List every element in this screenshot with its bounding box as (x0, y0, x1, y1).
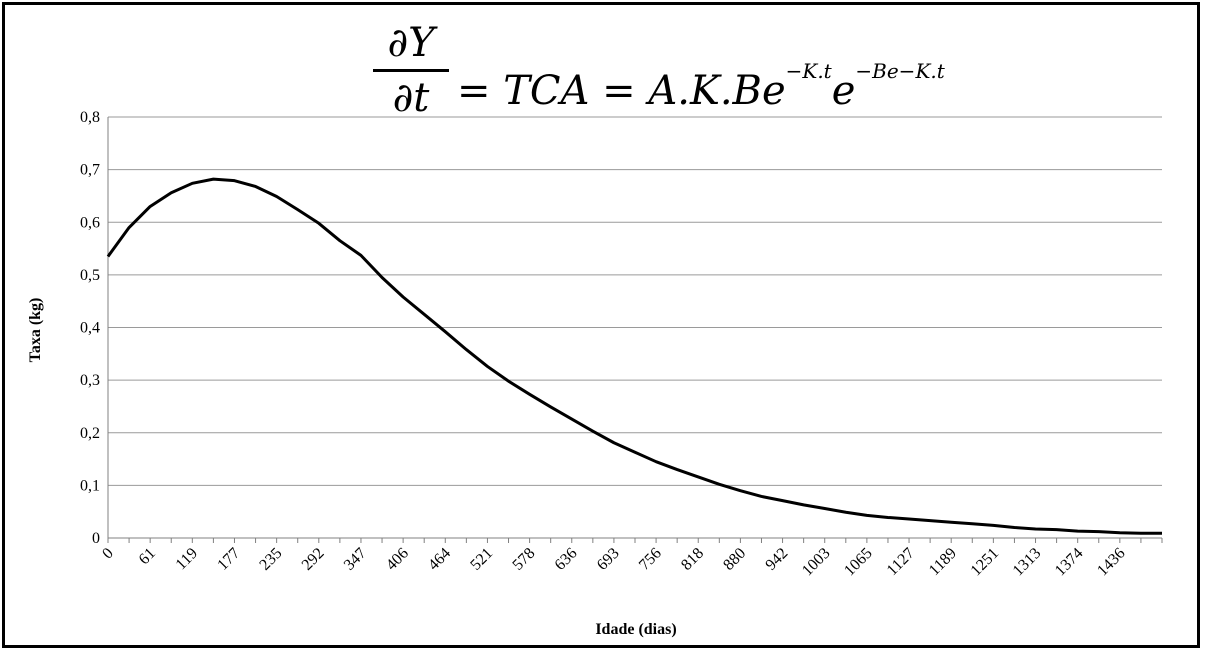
x-tick-label: 406 (383, 545, 412, 574)
y-tick-label: 0,4 (80, 320, 100, 337)
series-line (106, 177, 1162, 535)
x-tick-label: 942 (762, 545, 791, 574)
formula-e: e (831, 68, 856, 114)
x-tick-label: 1003 (799, 545, 834, 580)
formula-rhs: = TCA = A.K.Be−K.te−Be−K.t (457, 47, 945, 115)
x-tick-label: 1313 (1010, 545, 1045, 580)
formula-exp2: −Be−K.t (855, 59, 945, 83)
y-tick-label: 0,7 (80, 162, 100, 179)
formula-fraction: ∂Y ∂t (373, 19, 449, 122)
x-tick-label: 235 (256, 545, 285, 574)
x-tick-labels: 0 61 119 177 235 292 347 406 464 521 578 636 693 756 8… (99, 545, 1129, 580)
y-tick-label: 0 (92, 530, 100, 547)
gridlines (108, 116, 1162, 539)
y-tick-label: 0,1 (80, 477, 100, 494)
x-tick-label: 880 (720, 545, 749, 574)
x-tick-label: 0 (99, 545, 117, 563)
chart-frame: ∂Y ∂t = TCA = A.K.Be−K.te−Be−K.t (2, 2, 1200, 648)
x-tick-label: 1436 (1094, 545, 1129, 580)
formula-denominator: ∂t (392, 75, 430, 121)
x-tick-label: 693 (594, 545, 623, 574)
y-tick-label: 0,5 (80, 267, 100, 284)
y-tick-label: 0,8 (80, 109, 100, 126)
x-tick-label: 636 (552, 545, 581, 574)
x-tick-label: 292 (299, 545, 328, 574)
x-tick-label: 464 (425, 545, 454, 574)
formula: ∂Y ∂t = TCA = A.K.Be−K.te−Be−K.t (373, 9, 945, 141)
x-axis-title: Idade (dias) (595, 621, 676, 638)
formula-exp1: −K.t (785, 59, 832, 83)
x-tick-label: 177 (214, 545, 243, 574)
x-tick-label: 756 (636, 545, 665, 574)
x-tick-label: 578 (509, 545, 538, 574)
x-tick-label: 818 (678, 545, 707, 574)
y-tick-label: 0,6 (80, 214, 100, 231)
formula-rhs-main: = TCA = A.K.Be (457, 68, 786, 114)
x-tick-label: 1374 (1052, 545, 1087, 580)
x-tick-label: 119 (173, 545, 202, 574)
formula-numerator: ∂Y (387, 20, 435, 66)
x-tick-label: 1127 (884, 545, 918, 579)
x-tick-label: 1251 (968, 545, 1003, 580)
axes (107, 117, 1163, 543)
x-tick-label: 1065 (841, 545, 876, 580)
y-tick-labels: 0 0,1 0,2 0,3 0,4 0,5 0,6 0,7 0,8 (80, 109, 100, 547)
y-tick-label: 0,3 (80, 372, 100, 389)
fraction-bar (373, 69, 449, 72)
series-group (106, 177, 1162, 535)
y-tick-label: 0,2 (80, 425, 100, 442)
x-tick-label: 61 (136, 545, 159, 568)
x-tick-label: 1189 (926, 545, 960, 579)
x-tick-label: 347 (341, 545, 370, 574)
y-axis-title: Taxa (kg) (27, 298, 44, 363)
x-tick-label: 521 (467, 545, 496, 574)
